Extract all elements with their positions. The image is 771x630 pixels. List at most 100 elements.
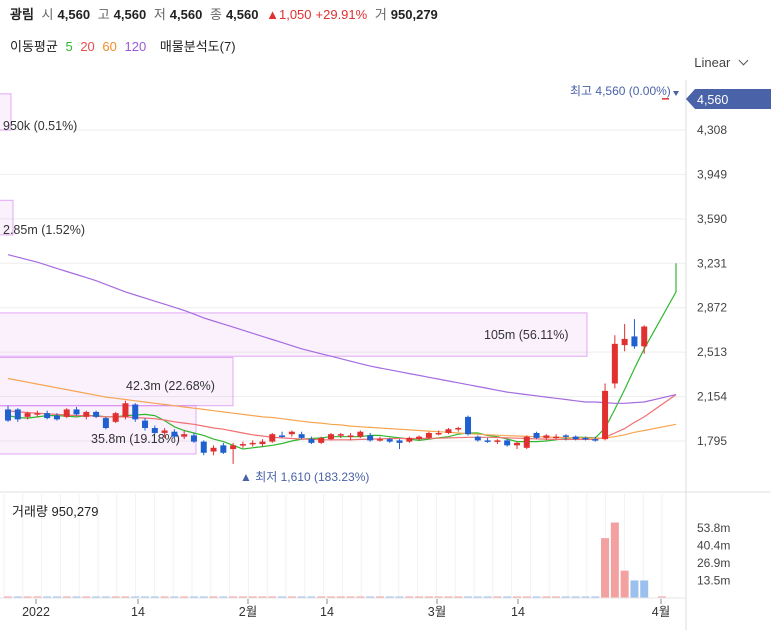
volume-bar: [454, 596, 463, 598]
volume-bar: [444, 596, 453, 598]
volume-profile-label[interactable]: 매물분석도(7): [159, 39, 236, 54]
volume-bar: [346, 596, 355, 598]
candle-body: [386, 439, 393, 442]
price-tick-label: 3,590: [697, 212, 727, 226]
time-tick-label: 3월: [428, 605, 446, 619]
candle-body: [494, 440, 501, 442]
candle-body: [34, 413, 41, 415]
volume-bar: [405, 596, 414, 598]
candle-body: [602, 390, 609, 440]
candle-body: [14, 409, 21, 420]
candle-body: [562, 435, 569, 437]
scale-mode-text: Linear: [694, 55, 731, 70]
volume-bar: [199, 596, 208, 598]
candle-body: [53, 415, 60, 420]
candle-body: [611, 343, 618, 384]
candle-body: [279, 435, 286, 437]
candle-body: [210, 447, 217, 452]
high-annotation: 최고 4,560 (0.00%): [570, 84, 671, 98]
volume-bar: [180, 596, 189, 598]
candle-body: [582, 437, 589, 440]
volume-bar: [640, 580, 649, 598]
ma120-label[interactable]: 120: [124, 39, 147, 54]
candle-body: [230, 445, 237, 450]
price-tick-label: 1,795: [697, 434, 727, 448]
open-label: 시: [41, 7, 54, 22]
volume-title: 거래량 950,279: [12, 501, 99, 520]
volume-bar: [434, 596, 443, 598]
volume-bar: [610, 522, 619, 598]
volume-bar: [141, 596, 150, 598]
volume-profile-label: 2.85m (1.52%): [3, 223, 85, 237]
volume-bar: [131, 596, 140, 598]
volume-profile-label: 105m (56.11%): [484, 328, 569, 342]
candle-body: [406, 437, 413, 442]
volume-bar: [248, 596, 257, 598]
candle-body: [171, 431, 178, 437]
volume-bar: [493, 596, 502, 598]
volume-bar: [591, 596, 600, 598]
high-label: 고: [97, 7, 110, 22]
volume-bar: [620, 570, 629, 598]
volume-bar: [424, 596, 433, 598]
candle-body: [318, 437, 325, 443]
candle-body: [161, 430, 168, 433]
volume-bar: [464, 596, 473, 598]
candle-body: [142, 420, 149, 429]
candle-body: [220, 445, 227, 453]
volume-bar: [52, 596, 61, 598]
volume-profile-bar: [0, 199, 14, 236]
scale-dropdown[interactable]: Linear: [694, 55, 749, 70]
low-value: 4,560: [169, 7, 203, 22]
ma120-line: [7, 254, 677, 404]
close-value: 4,560: [225, 7, 259, 22]
volume-bar: [581, 596, 590, 598]
candle-body: [641, 326, 648, 347]
candle-body: [298, 434, 305, 438]
candle-body: [337, 434, 344, 436]
ma60-label[interactable]: 60: [102, 39, 117, 54]
candle-body: [83, 411, 90, 417]
change-value: ▲1,050: [266, 7, 312, 22]
volume-bar: [170, 596, 179, 598]
candle-body: [93, 411, 100, 417]
volume-bar: [385, 596, 394, 598]
candle-body: [347, 435, 354, 437]
volume-bar: [160, 596, 169, 598]
volume-bar: [189, 596, 198, 598]
volume-bar: [72, 596, 81, 598]
change-pct: +29.91%: [315, 7, 368, 22]
volume-profile-bar: [0, 312, 588, 357]
price-tick-label: 3,231: [697, 256, 727, 270]
volume-value: 950,279: [390, 7, 438, 22]
volume-bar: [150, 596, 159, 598]
quote-header: 광림 시 4,560 고 4,560 저 4,560 종 4,560 ▲1,050 +29…: [10, 4, 442, 23]
candle-body: [631, 336, 638, 347]
volume-bar: [209, 596, 218, 598]
volume-tick-label: 13.5m: [697, 573, 730, 587]
candle-body: [63, 409, 70, 417]
volume-title-label: 거래량: [12, 504, 48, 519]
volume-profile-label: 42.3m (22.68%): [126, 379, 215, 393]
candle-body: [132, 404, 139, 420]
volume-bar: [111, 596, 120, 598]
ma20-label[interactable]: 20: [80, 39, 95, 54]
candle-body: [513, 442, 520, 446]
volume-bar: [366, 596, 375, 598]
volume-profile-label: 950k (0.51%): [3, 119, 77, 133]
candle-body: [553, 436, 560, 439]
volume-bar: [4, 596, 12, 598]
candle-body: [523, 436, 530, 448]
volume-profile-bar: [0, 356, 234, 407]
candle-body: [5, 409, 11, 421]
volume-bar: [542, 596, 551, 598]
volume-bar: [121, 596, 130, 598]
candle-body: [621, 338, 628, 346]
ma-label[interactable]: 이동평균: [10, 39, 58, 54]
volume-bar: [317, 596, 326, 598]
indicator-legend: 이동평균 5 20 60 120 매물분석도(7): [10, 36, 240, 55]
candle-body: [102, 418, 109, 429]
volume-bar: [375, 596, 384, 598]
ma5-label[interactable]: 5: [65, 39, 73, 54]
